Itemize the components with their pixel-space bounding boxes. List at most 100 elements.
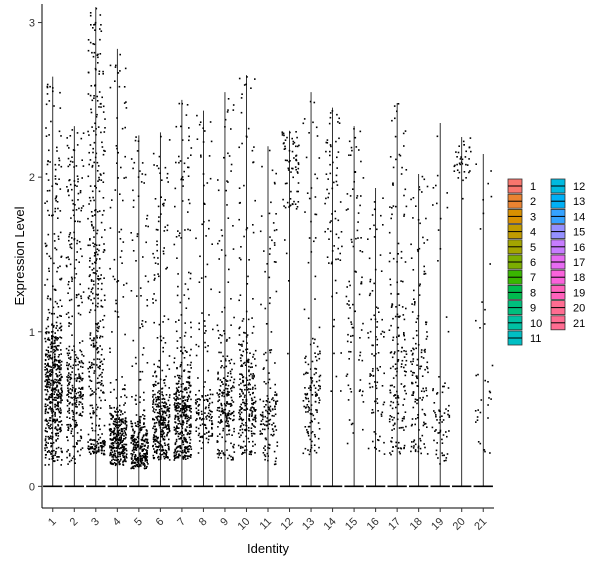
data-point <box>314 173 316 176</box>
data-point <box>60 337 63 339</box>
data-point <box>424 422 427 425</box>
data-point <box>175 321 177 323</box>
data-point <box>48 311 51 314</box>
data-point <box>340 390 342 392</box>
data-point <box>380 214 382 217</box>
data-point <box>326 188 328 191</box>
data-point <box>157 382 160 384</box>
data-point <box>458 171 461 174</box>
data-point <box>314 213 316 216</box>
data-point <box>109 351 111 353</box>
data-point <box>313 418 316 420</box>
data-point <box>55 399 57 401</box>
data-point <box>89 447 92 450</box>
data-point <box>361 359 364 362</box>
data-point <box>412 440 415 443</box>
data-point <box>47 337 50 339</box>
data-point <box>118 451 120 454</box>
y-tick-label: 1 <box>29 327 35 339</box>
data-point <box>233 378 236 381</box>
data-point <box>92 410 95 412</box>
data-point <box>389 452 391 454</box>
data-point <box>97 322 100 324</box>
data-point <box>72 386 74 389</box>
data-point <box>77 391 79 394</box>
data-point <box>211 427 213 430</box>
data-point <box>187 457 189 460</box>
data-point <box>103 209 105 212</box>
data-point <box>139 452 141 454</box>
data-point <box>132 199 135 202</box>
data-point <box>212 328 214 331</box>
data-point <box>423 423 426 425</box>
data-point <box>227 281 230 283</box>
data-point <box>59 326 62 329</box>
data-point <box>152 441 155 443</box>
data-point <box>178 391 180 393</box>
data-point <box>92 147 94 150</box>
data-point <box>44 439 47 442</box>
data-point <box>123 446 126 448</box>
data-point <box>187 450 190 453</box>
data-point <box>264 428 266 431</box>
data-point <box>158 410 161 413</box>
data-point <box>319 352 321 355</box>
data-point <box>114 464 117 467</box>
data-point <box>68 325 70 327</box>
data-point <box>100 299 103 302</box>
data-point <box>218 416 220 418</box>
data-point <box>99 103 102 105</box>
data-point <box>182 457 184 459</box>
data-point <box>115 459 118 461</box>
data-point <box>230 128 232 130</box>
data-point <box>134 444 136 447</box>
data-point <box>242 381 244 384</box>
data-point <box>414 301 416 303</box>
data-point <box>48 427 50 429</box>
data-point <box>141 438 144 441</box>
data-point <box>276 400 279 402</box>
data-point <box>44 385 47 387</box>
data-point <box>403 215 405 217</box>
data-point <box>231 412 234 414</box>
data-point <box>47 351 50 354</box>
data-point <box>47 160 49 163</box>
data-point <box>57 356 60 358</box>
data-point <box>176 340 179 342</box>
data-point <box>95 209 97 211</box>
data-point <box>89 412 91 415</box>
data-point <box>163 442 166 444</box>
data-point <box>45 127 47 129</box>
data-point <box>186 391 188 394</box>
data-point <box>296 136 298 139</box>
data-point <box>44 412 47 415</box>
data-point <box>254 409 256 411</box>
data-point <box>57 306 60 308</box>
data-point <box>58 382 61 385</box>
data-point <box>228 391 231 393</box>
data-point <box>104 118 106 120</box>
data-point <box>283 134 285 137</box>
data-point <box>426 453 429 455</box>
data-point <box>117 433 120 435</box>
data-point <box>310 419 313 422</box>
data-point <box>424 272 427 275</box>
data-point <box>142 462 145 464</box>
data-point <box>123 404 125 406</box>
data-point <box>109 428 112 430</box>
data-point <box>57 238 60 240</box>
data-point <box>175 408 177 410</box>
data-point <box>51 455 53 458</box>
data-point <box>51 342 53 345</box>
data-point <box>139 458 142 461</box>
data-point <box>223 395 225 398</box>
data-point <box>249 409 251 411</box>
data-point <box>230 396 233 399</box>
data-point <box>412 337 415 340</box>
data-point <box>96 323 98 325</box>
data-point <box>188 405 190 407</box>
data-point <box>207 394 209 396</box>
data-point <box>155 421 158 424</box>
data-point <box>176 374 179 377</box>
data-point <box>165 375 167 378</box>
